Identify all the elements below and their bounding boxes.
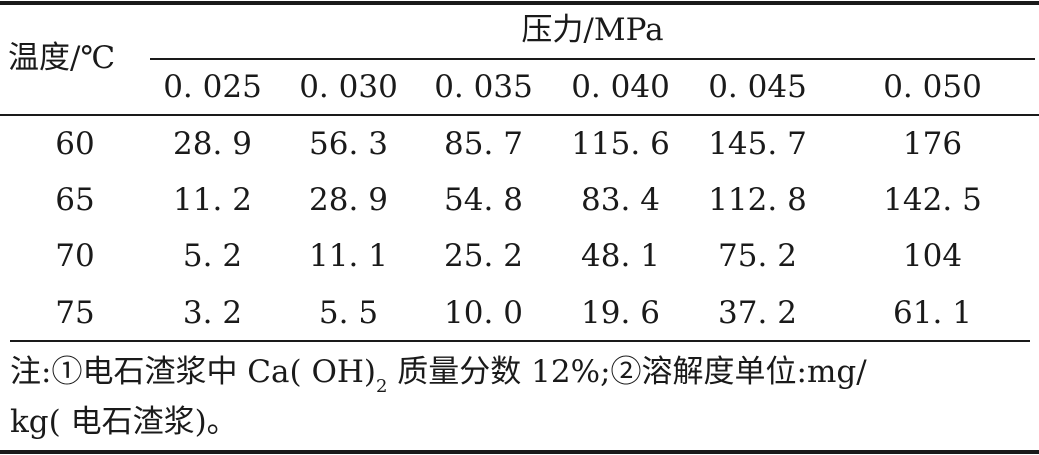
- temperature-cell: 65: [55, 182, 95, 218]
- table-cell: 145. 7: [708, 126, 807, 162]
- note-text: 注:①电石渣浆中 Ca( OH): [10, 354, 376, 390]
- table-cell: 37. 2: [718, 295, 797, 331]
- temperature-header: 温度/℃: [8, 40, 116, 76]
- note-text: 质量分数 12%;②溶解度单位:mg/: [387, 354, 867, 390]
- table-note-line-2: kg( 电石渣浆)。: [10, 404, 238, 440]
- column-header: 0. 025: [163, 69, 262, 105]
- table-cell: 11. 1: [309, 238, 388, 274]
- pressure-header-rule: [150, 58, 1035, 60]
- table-cell: 5. 2: [182, 238, 243, 274]
- column-header: 0. 040: [571, 69, 670, 105]
- table-cell: 10. 0: [444, 295, 523, 331]
- table-cell: 5. 5: [318, 295, 379, 331]
- column-header: 0. 035: [434, 69, 533, 105]
- column-header: 0. 045: [708, 69, 807, 105]
- table-cell: 112. 8: [708, 182, 807, 218]
- table-cell: 25. 2: [444, 238, 523, 274]
- column-header: 0. 050: [883, 69, 982, 105]
- table-cell: 115. 6: [571, 126, 670, 162]
- temperature-cell: 60: [55, 126, 95, 162]
- table-bottom-rule: [0, 450, 1039, 454]
- table-cell: 19. 6: [581, 295, 660, 331]
- table-top-rule: [0, 1, 1039, 5]
- table-cell: 104: [902, 238, 963, 274]
- table-cell: 142. 5: [883, 182, 982, 218]
- table-cell: 28. 9: [173, 126, 252, 162]
- temperature-cell: 75: [55, 295, 95, 331]
- note-subscript: 2: [376, 376, 388, 397]
- table-cell: 3. 2: [182, 295, 243, 331]
- table-note-line-1: 注:①电石渣浆中 Ca( OH)2 质量分数 12%;②溶解度单位:mg/: [10, 346, 1030, 403]
- table-cell: 75. 2: [718, 238, 797, 274]
- temperature-cell: 70: [55, 238, 95, 274]
- table-cell: 28. 9: [309, 182, 388, 218]
- table-cell: 54. 8: [444, 182, 523, 218]
- pressure-header: 压力/MPa: [521, 12, 664, 48]
- table-cell: 176: [902, 126, 963, 162]
- column-header: 0. 030: [299, 69, 398, 105]
- header-bottom-rule: [0, 114, 1039, 116]
- table-cell: 48. 1: [581, 238, 660, 274]
- table-cell: 83. 4: [581, 182, 660, 218]
- note-separator-rule: [10, 340, 1030, 342]
- table-cell: 85. 7: [444, 126, 523, 162]
- table-cell: 61. 1: [893, 295, 972, 331]
- table-cell: 11. 2: [173, 182, 252, 218]
- table-cell: 56. 3: [309, 126, 388, 162]
